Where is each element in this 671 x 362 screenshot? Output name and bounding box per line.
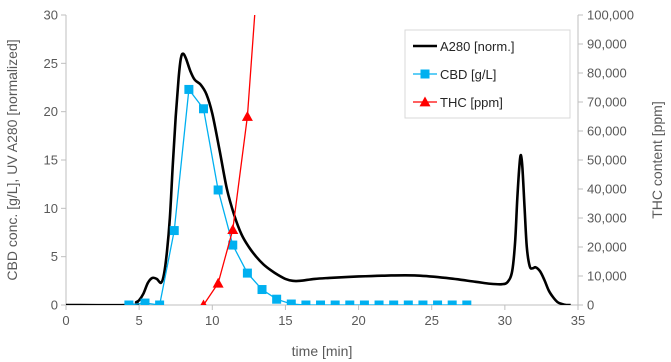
y-axis-left: 0 5 10 15 20 25 30 [44, 8, 67, 313]
x-tick-label: 25 [424, 313, 438, 328]
legend-box [404, 29, 571, 119]
x-tick-label: 20 [351, 313, 365, 328]
x-axis: 0 5 10 15 20 25 30 35 [62, 304, 585, 328]
series-0 [66, 52, 571, 305]
data-point [169, 226, 179, 236]
x-axis-title: time [min] [292, 343, 353, 359]
y-tick-label: 10 [44, 201, 58, 216]
series-line-1 [128, 87, 467, 305]
data-point [418, 300, 428, 305]
series-line-2 [202, 15, 256, 305]
y2-tick-label: 20,000 [587, 240, 627, 255]
y-tick-label: 15 [44, 153, 58, 168]
data-point [124, 300, 134, 305]
data-point [403, 300, 413, 305]
data-point [199, 104, 209, 114]
data-point [184, 84, 194, 94]
x-tick-label: 10 [205, 313, 219, 328]
y2-tick-label: 100,000 [587, 8, 634, 23]
y-axis-right-title: THC content [ppm] [649, 101, 665, 219]
series-line-a280 [66, 52, 571, 305]
data-point [433, 300, 443, 305]
data-point [272, 294, 282, 304]
data-point [213, 185, 223, 195]
y2-tick-label: 30,000 [587, 211, 627, 226]
x-tick-label: 35 [571, 313, 585, 328]
x-tick-label: 5 [136, 313, 143, 328]
data-point [359, 300, 369, 305]
series-layer [66, 15, 571, 305]
series-1 [124, 84, 472, 305]
y2-tick-label: 40,000 [587, 182, 627, 197]
legend-label: THC [ppm] [440, 95, 503, 110]
data-point [286, 299, 296, 305]
data-point [447, 300, 457, 305]
series-2 [200, 15, 256, 305]
legend-label: A280 [norm.] [440, 39, 514, 54]
x-tick-label: 0 [62, 313, 69, 328]
data-point [200, 299, 207, 305]
data-point [228, 240, 238, 250]
data-point [345, 300, 355, 305]
data-point [330, 300, 340, 305]
legend-entry: THC [ppm] [413, 95, 503, 110]
data-point [140, 298, 150, 305]
y-tick-label: 25 [44, 56, 58, 71]
y2-tick-label: 90,000 [587, 37, 627, 52]
y-tick-label: 5 [51, 249, 58, 264]
data-point [227, 224, 239, 234]
data-point [316, 300, 326, 305]
legend-swatch-marker [419, 96, 431, 107]
legend-label: CBD [g/L] [440, 67, 496, 82]
data-point [389, 300, 399, 305]
y2-tick-label: 70,000 [587, 95, 627, 110]
y2-tick-label: 0 [587, 298, 594, 313]
data-point [212, 277, 224, 288]
data-point [462, 300, 472, 305]
y-axis-left-title: CBD conc. [g/L], UV A280 [normalized] [4, 39, 20, 280]
y2-tick-label: 60,000 [587, 124, 627, 139]
y-tick-label: 0 [51, 298, 58, 313]
y2-tick-label: 10,000 [587, 269, 627, 284]
y-axis-right: 0 10,000 20,000 30,000 40,000 50,000 60,000 70,… [577, 8, 634, 313]
x-tick-label: 30 [498, 313, 512, 328]
data-point [374, 300, 384, 305]
data-point [242, 268, 252, 278]
data-point [301, 300, 311, 305]
y2-tick-label: 50,000 [587, 153, 627, 168]
y2-tick-label: 80,000 [587, 66, 627, 81]
legend-entry: A280 [norm.] [413, 39, 514, 54]
data-point [257, 285, 267, 295]
data-point [155, 300, 165, 305]
y-tick-label: 30 [44, 8, 58, 23]
x-tick-label: 15 [278, 313, 292, 328]
data-point [241, 111, 253, 121]
y-tick-label: 20 [44, 104, 58, 119]
legend: A280 [norm.] CBD [g/L] THC [ppm] [404, 29, 571, 119]
legend-entry: CBD [g/L] [413, 67, 496, 82]
legend-swatch-marker [420, 69, 430, 79]
